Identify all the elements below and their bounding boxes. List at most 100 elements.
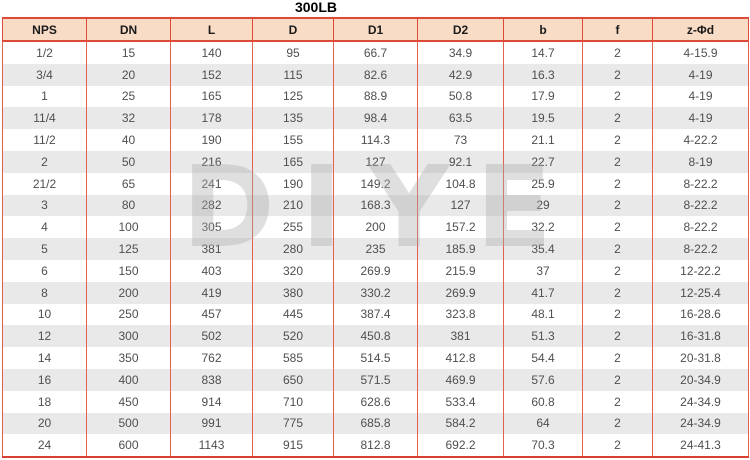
column-header-z-d: z-Φd (652, 18, 749, 42)
table-cell: 125 (86, 238, 171, 260)
table-cell: 2 (582, 63, 653, 86)
table-cell: 2 (582, 303, 653, 326)
table-cell: 445 (252, 303, 334, 326)
table-cell: 65 (86, 172, 171, 195)
table-row: 10 250 457 445 387.4 323.8 48.1 2 16-28.6 (2, 303, 749, 326)
table-cell: 24-34.9 (652, 412, 749, 435)
table-cell: 140 (170, 41, 253, 64)
table-row: 14 350 762 585 514.5 412.8 54.4 2 20-31.8 (2, 347, 749, 369)
table-cell: 2 (582, 194, 653, 217)
table-cell: 200 (86, 281, 171, 304)
table-cell: 165 (252, 150, 334, 173)
table-cell: 235 (333, 238, 418, 260)
table-cell: 178 (170, 107, 253, 130)
table-cell: 533.4 (417, 390, 504, 413)
table-row: 21/2 65 241 190 149.2 104.8 25.9 2 8-22.2 (2, 172, 749, 195)
table-cell: 2 (582, 325, 653, 348)
table-row: 11/2 40 190 155 114.3 73 21.1 2 4-22.2 (2, 129, 749, 151)
table-cell: 2 (582, 172, 653, 195)
table-cell: 838 (170, 368, 253, 391)
table-cell: 17.9 (503, 85, 583, 108)
table-cell: 165 (170, 85, 253, 108)
table-cell: 8 (2, 281, 87, 304)
table-cell: 2 (582, 412, 653, 435)
table-cell: 215.9 (417, 259, 504, 282)
table-cell: 282 (170, 194, 253, 217)
table-cell: 20-34.9 (652, 368, 749, 391)
table-cell: 25.9 (503, 172, 583, 195)
table-cell: 2 (582, 259, 653, 282)
table-cell: 115 (252, 63, 334, 86)
table-cell: 2 (582, 216, 653, 239)
table-cell: 11/2 (2, 129, 87, 151)
table-row: 3 80 282 210 168.3 127 29 2 8-22.2 (2, 194, 749, 217)
table-cell: 457 (170, 303, 253, 326)
table-cell: 50 (86, 150, 171, 173)
table-cell: 20-31.8 (652, 347, 749, 369)
table-cell: 450.8 (333, 325, 418, 348)
table-cell: 514.5 (333, 347, 418, 369)
table-cell: 775 (252, 412, 334, 435)
table-cell: 2 (582, 368, 653, 391)
table-cell: 95 (252, 41, 334, 64)
table-cell: 3/4 (2, 63, 87, 86)
table-cell: 5 (2, 238, 87, 260)
table-cell: 387.4 (333, 303, 418, 326)
table-cell: 8-19 (652, 150, 749, 173)
table-cell: 64 (503, 412, 583, 435)
table-cell: 4-22.2 (652, 129, 749, 151)
table-cell: 21/2 (2, 172, 87, 195)
table-cell: 4-19 (652, 85, 749, 108)
table-cell: 41.7 (503, 281, 583, 304)
table-cell: 20 (86, 63, 171, 86)
table-cell: 73 (417, 129, 504, 151)
table-cell: 16.3 (503, 63, 583, 86)
table-cell: 190 (252, 172, 334, 195)
table-cell: 2 (582, 107, 653, 130)
column-header-f: f (582, 18, 653, 42)
table-cell: 600 (86, 434, 171, 458)
table-cell: 991 (170, 412, 253, 435)
table-cell: 520 (252, 325, 334, 348)
table-cell: 37 (503, 259, 583, 282)
table-cell: 419 (170, 281, 253, 304)
table-cell: 18 (2, 390, 87, 413)
table-cell: 12-25.4 (652, 281, 749, 304)
table-cell: 16-31.8 (652, 325, 749, 348)
table-row: 18 450 914 710 628.6 533.4 60.8 2 24-34.9 (2, 390, 749, 413)
table-cell: 8-22.2 (652, 238, 749, 260)
table-cell: 34.9 (417, 41, 504, 64)
table-cell: 1/2 (2, 41, 87, 64)
table-cell: 2 (582, 129, 653, 151)
table-cell: 585 (252, 347, 334, 369)
table-cell: 210 (252, 194, 334, 217)
table-cell: 51.3 (503, 325, 583, 348)
table-cell: 812.8 (333, 434, 418, 458)
table-cell: 320 (252, 259, 334, 282)
table-cell: 29 (503, 194, 583, 217)
table-cell: 60.8 (503, 390, 583, 413)
table-cell: 8-22.2 (652, 172, 749, 195)
table-cell: 127 (333, 150, 418, 173)
table-cell: 400 (86, 368, 171, 391)
column-header-d1: D1 (333, 18, 418, 42)
table-cell: 2 (582, 150, 653, 173)
table-row: 24 600 1143 915 812.8 692.2 70.3 2 24-41.3 (2, 434, 749, 458)
table-cell: 685.8 (333, 412, 418, 435)
table-cell: 32.2 (503, 216, 583, 239)
table-cell: 4-19 (652, 63, 749, 86)
table-cell: 305 (170, 216, 253, 239)
table-cell: 32 (86, 107, 171, 130)
table-cell: 42.9 (417, 63, 504, 86)
table-cell: 92.1 (417, 150, 504, 173)
table-row: 11/4 32 178 135 98.4 63.5 19.5 2 4-19 (2, 107, 749, 130)
table-row: 6 150 403 320 269.9 215.9 37 2 12-22.2 (2, 259, 749, 282)
table-row: 8 200 419 380 330.2 269.9 41.7 2 12-25.4 (2, 281, 749, 304)
table-cell: 450 (86, 390, 171, 413)
table-cell: 2 (582, 85, 653, 108)
table-cell: 152 (170, 63, 253, 86)
table-cell: 4-15.9 (652, 41, 749, 64)
table-cell: 255 (252, 216, 334, 239)
table-row: 20 500 991 775 685.8 584.2 64 2 24-34.9 (2, 412, 749, 435)
column-header-b: b (503, 18, 583, 42)
